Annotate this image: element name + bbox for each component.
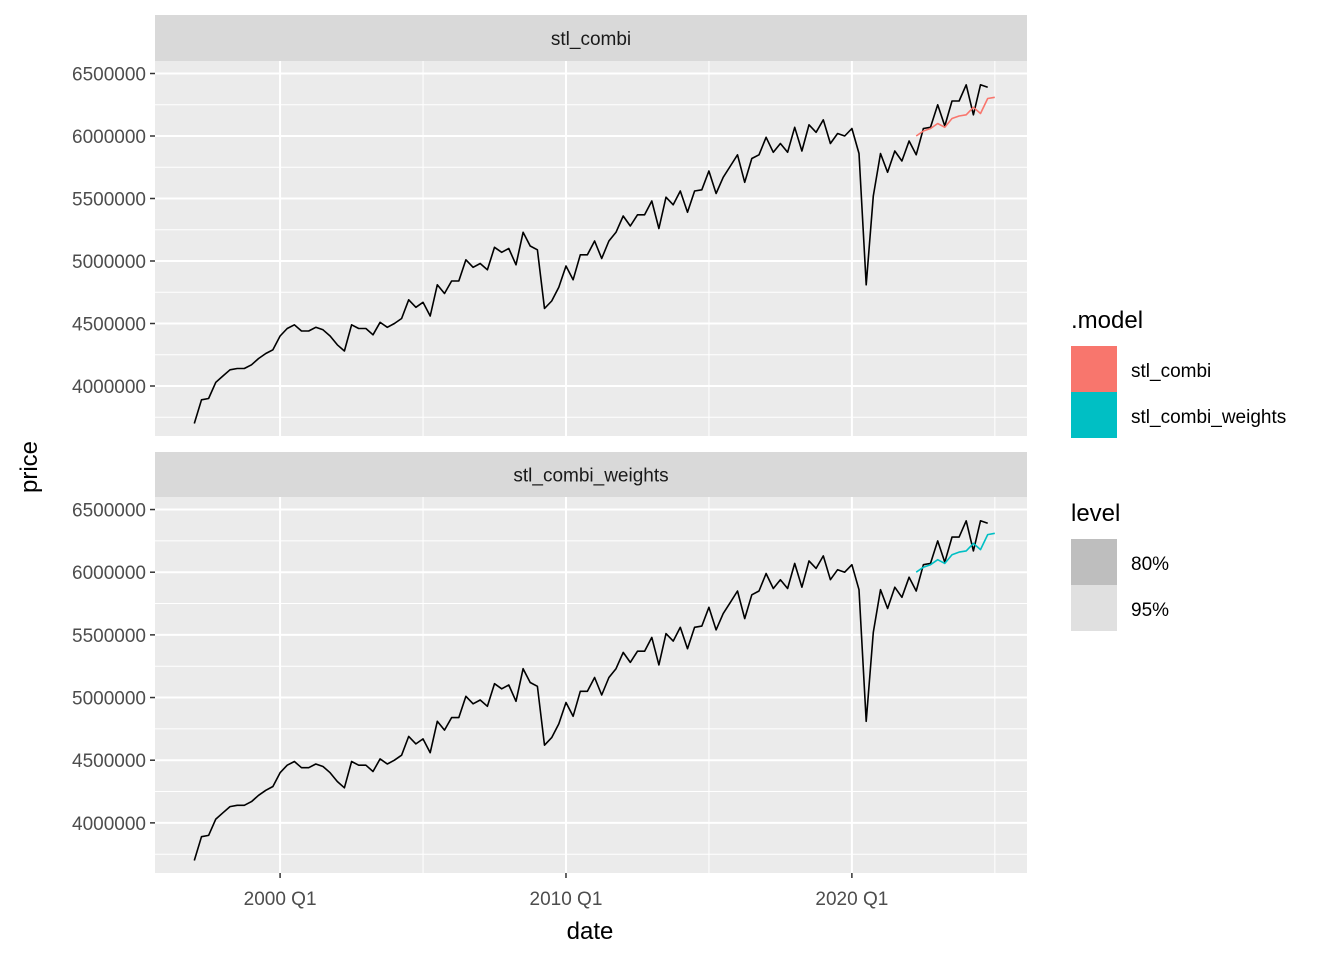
facet-strip-label: stl_combi_weights [513, 466, 668, 487]
legend-label: 80% [1131, 554, 1169, 575]
actual-price-line [193, 519, 988, 861]
actual-price-line [193, 84, 988, 424]
legend-key-stl_combi_weights [1071, 392, 1117, 438]
legend-label: 95% [1131, 600, 1169, 621]
y-tick-label: 4500000 [72, 751, 146, 772]
facet-strip-label: stl_combi [551, 29, 631, 50]
y-tick-label: 5000000 [72, 689, 146, 710]
y-axis-title: price [16, 441, 43, 493]
legend-label: stl_combi [1131, 361, 1211, 382]
legend-key-level-95% [1071, 585, 1117, 631]
x-tick-label: 2010 Q1 [530, 889, 603, 910]
forecast-line-stl_combi_weights [915, 532, 995, 573]
forecast-line-stl_combi [915, 96, 995, 137]
panels: stl_combi 4000000 4500000 5000000 5500000 600… [72, 15, 1027, 873]
x-axis: 2000 Q1 2010 Q1 2020 Q1 [244, 873, 888, 910]
facet-strip [155, 15, 1027, 61]
x-tick-label: 2020 Q1 [815, 889, 888, 910]
y-tick-label: 5500000 [72, 626, 146, 647]
facet-strip [155, 452, 1027, 497]
y-tick-label: 6500000 [72, 501, 146, 522]
legend-model-title: .model [1071, 307, 1143, 334]
panel-stl_combi: stl_combi 4000000 4500000 5000000 5500000 600… [72, 15, 1027, 436]
y-tick-label: 4500000 [72, 315, 146, 336]
y-tick-label: 5500000 [72, 190, 146, 211]
x-axis-title: date [567, 918, 614, 945]
y-tick-label: 4000000 [72, 814, 146, 835]
y-tick-label: 6500000 [72, 65, 146, 86]
x-tick-label: 2000 Q1 [244, 889, 317, 910]
legend-label: stl_combi_weights [1131, 407, 1286, 428]
legend-key-stl_combi [1071, 346, 1117, 392]
legend-key-level-80% [1071, 539, 1117, 585]
panel-stl_combi_weights: stl_combi_weights 4000000 4500000 5000000 55… [72, 452, 1027, 873]
y-tick-label: 4000000 [72, 377, 146, 398]
y-tick-label: 5000000 [72, 252, 146, 273]
y-tick-label: 6000000 [72, 563, 146, 584]
legend-level-title: level [1071, 500, 1120, 527]
y-tick-label: 6000000 [72, 127, 146, 148]
